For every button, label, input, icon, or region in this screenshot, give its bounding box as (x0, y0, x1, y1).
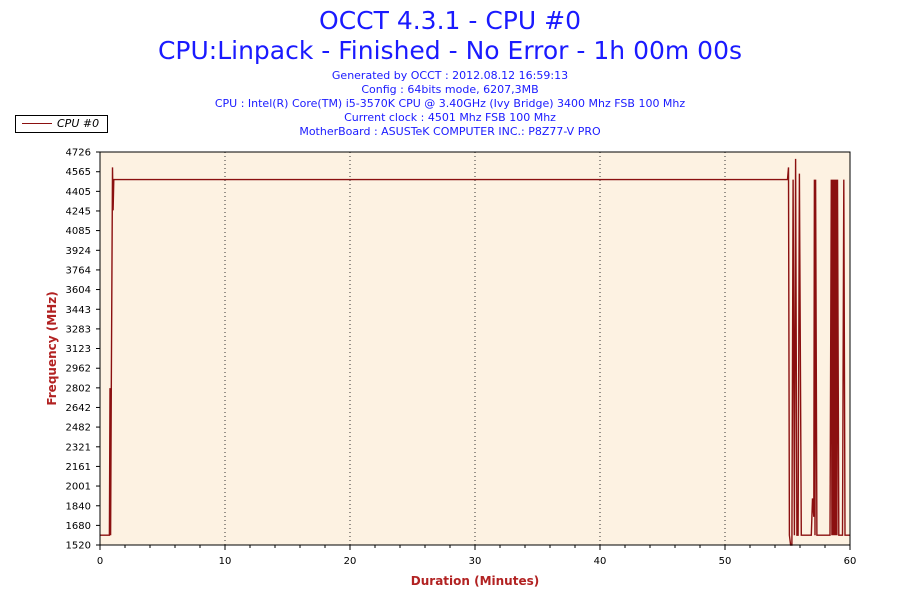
info-generated: Generated by OCCT : 2012.08.12 16:59:13 (331, 69, 569, 82)
y-tick-label-1680: 1680 (66, 521, 91, 532)
legend: CPU #0 (15, 115, 108, 133)
y-tick-label-2962: 2962 (66, 364, 91, 375)
series-line-0 (100, 158, 850, 546)
chart-subtitle: CPU:Linpack - Finished - No Error - 1h 0… (157, 36, 743, 65)
y-tick-label-3123: 3123 (66, 344, 91, 355)
series-cpu0 (100, 158, 850, 546)
x-tick-label-10: 10 (219, 556, 232, 567)
x-tick-label-60: 60 (844, 556, 857, 567)
x-tick-label-20: 20 (344, 556, 357, 567)
legend-label: CPU #0 (57, 117, 100, 130)
x-tick-label-40: 40 (594, 556, 607, 567)
info-cpu: CPU : Intel(R) Core(TM) i5-3570K CPU @ 3… (214, 97, 686, 110)
chart-title: OCCT 4.3.1 - CPU #0 (319, 6, 581, 35)
y-tick-label-4405: 4405 (66, 187, 91, 198)
y-tick-label-3924: 3924 (66, 246, 91, 257)
info-current-clock: Current clock : 4501 Mhz FSB 100 Mhz (344, 111, 556, 124)
y-tick-label-2482: 2482 (66, 423, 91, 434)
y-tick-label-3604: 3604 (66, 285, 91, 296)
y-tick-label-3443: 3443 (66, 305, 91, 316)
y-tick-label-4245: 4245 (66, 206, 91, 217)
y-tick-label-4085: 4085 (66, 226, 91, 237)
y-tick-label-2802: 2802 (66, 383, 91, 394)
y-tick-label-2642: 2642 (66, 403, 91, 414)
y-tick-label-3764: 3764 (66, 265, 91, 276)
y-tick-label-3283: 3283 (66, 324, 91, 335)
info-motherboard: MotherBoard : ASUSTeK COMPUTER INC.: P8Z… (299, 125, 601, 138)
x-tick-label-30: 30 (469, 556, 482, 567)
x-tick-label-0: 0 (97, 556, 103, 567)
y-tick-label-4726: 4726 (66, 148, 91, 159)
grid-lines (224, 152, 726, 545)
y-tick-label-2321: 2321 (66, 442, 91, 453)
tick-labels: 0 10 20 30 40 50 60 1520 1680 1840 2001 2161 2321 248… (66, 148, 857, 568)
x-axis-label: Duration (Minutes) (411, 574, 539, 588)
x-tick-label-50: 50 (719, 556, 732, 567)
y-tick-label-2001: 2001 (66, 482, 91, 493)
y-tick-label-2161: 2161 (66, 462, 91, 473)
y-axis-label: Frequency (MHz) (45, 291, 59, 405)
y-tick-label-1840: 1840 (66, 501, 91, 512)
legend-swatch (22, 123, 52, 124)
y-tick-label-1520: 1520 (66, 541, 91, 552)
info-config: Config : 64bits mode, 6207,3MB (361, 83, 539, 96)
y-tick-label-4565: 4565 (66, 167, 91, 178)
